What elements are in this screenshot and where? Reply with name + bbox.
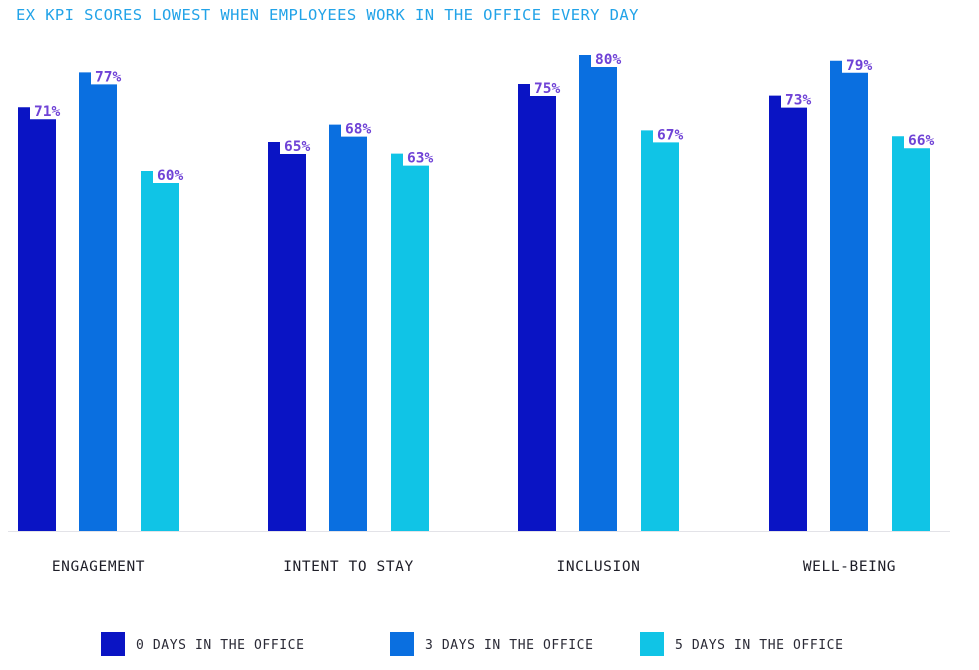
legend-swatch-series-0 — [101, 632, 125, 656]
legend-swatch-series-1 — [390, 632, 414, 656]
bar-well-being-series-2 — [892, 136, 930, 531]
legend-label-series-2: 5 DAYS IN THE OFFICE — [675, 638, 844, 653]
legend: 0 DAYS IN THE OFFICE 3 DAYS IN THE OFFICE… — [101, 632, 844, 656]
bar-intent-to-stay-series-2 — [391, 153, 429, 531]
value-label: 65% — [284, 139, 310, 155]
value-label: 73% — [785, 93, 811, 109]
category-label-engagement: ENGAGEMENT — [52, 559, 145, 575]
chart-title: EX KPI SCORES LOWEST WHEN EMPLOYEES WORK… — [16, 6, 639, 24]
legend-label-series-0: 0 DAYS IN THE OFFICE — [136, 638, 305, 653]
bar-well-being-series-0 — [769, 95, 807, 531]
bar-inclusion-series-1 — [579, 55, 617, 531]
value-label: 67% — [657, 127, 683, 143]
bar-intent-to-stay-series-0 — [268, 142, 306, 531]
bar-intent-to-stay-series-1 — [329, 124, 367, 531]
value-labels-group: 71% 77% 60% 65% 68% 63% 75% 80% 67% 73% 79% 66% — [34, 52, 934, 184]
bar-engagement-series-0 — [18, 107, 56, 531]
value-label: 68% — [345, 122, 371, 138]
bar-inclusion-series-2 — [641, 130, 679, 531]
legend-label-series-1: 3 DAYS IN THE OFFICE — [425, 638, 594, 653]
value-label: 60% — [157, 168, 183, 184]
category-label-intent-to-stay: INTENT TO STAY — [283, 559, 414, 575]
category-label-inclusion: INCLUSION — [557, 559, 641, 575]
bar-inclusion-series-0 — [518, 84, 556, 531]
bars-group — [18, 55, 930, 532]
category-labels-group: ENGAGEMENT INTENT TO STAY INCLUSION WELL-BE… — [52, 559, 896, 575]
bar-engagement-series-1 — [79, 72, 117, 532]
bar-well-being-series-1 — [830, 60, 868, 532]
value-label: 80% — [595, 52, 621, 68]
value-label: 63% — [407, 151, 433, 167]
value-label: 79% — [846, 58, 872, 74]
bar-engagement-series-2 — [141, 171, 179, 531]
value-label: 66% — [908, 133, 934, 149]
value-label: 71% — [34, 104, 60, 120]
value-label: 77% — [95, 69, 121, 85]
legend-swatch-series-2 — [640, 632, 664, 656]
value-label: 75% — [534, 81, 560, 97]
category-label-well-being: WELL-BEING — [803, 559, 896, 575]
